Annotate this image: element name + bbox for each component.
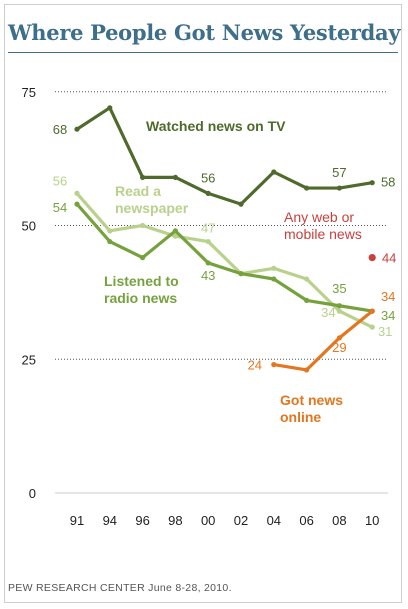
series-name-newspaper-line-1: Read a [115, 183, 161, 199]
data-point-online-0 [271, 362, 277, 368]
series-name-online-line-2: online [280, 409, 321, 425]
data-point-radio-0 [74, 201, 80, 207]
data-label-newspaper-00: 47 [201, 221, 215, 236]
data-point-online-2 [336, 335, 342, 341]
data-point-radio-7 [304, 297, 310, 303]
data-point-radio-6 [271, 276, 277, 282]
data-point-tv-8 [336, 185, 342, 191]
data-label-newspaper-08: 34 [321, 305, 335, 320]
data-label-radio-00: 43 [201, 268, 215, 283]
series-name-radio-line-2: radio news [104, 290, 177, 306]
source-note: PEW RESEARCH CENTER June 8-28, 2010. [8, 582, 232, 594]
data-label-newspaper-10: 31 [378, 324, 392, 339]
x-tick-label-10: 10 [365, 513, 379, 528]
data-label-radio-10: 34 [381, 308, 395, 323]
data-point-newspaper-8 [336, 308, 342, 314]
series-name-online-line-1: Got news [280, 392, 343, 408]
chart-frame [4, 4, 402, 603]
series-name-radio-line-1: Listened to [104, 273, 179, 289]
data-label-online-10: 34 [381, 289, 395, 304]
data-point-radio-2 [140, 255, 146, 261]
x-tick-label-98: 98 [168, 513, 182, 528]
x-tick-label-96: 96 [135, 513, 149, 528]
series-name-tv-line-1: Watched news on TV [146, 118, 286, 134]
data-label-tv-08: 57 [332, 165, 346, 180]
data-point-newspaper-6 [271, 265, 277, 271]
data-point-newspaper-1 [107, 228, 113, 234]
y-tick-label-25: 25 [22, 352, 36, 367]
data-point-tv-6 [271, 169, 277, 175]
chart-title: Where People Got News Yesterday [8, 20, 401, 45]
y-tick-label-0: 0 [29, 486, 36, 501]
data-point-tv-2 [140, 174, 146, 180]
data-point-newspaper-9 [369, 324, 375, 330]
x-tick-label-94: 94 [103, 513, 117, 528]
data-point-newspaper-7 [304, 276, 310, 282]
data-point-online-3 [369, 308, 375, 314]
x-tick-label-08: 08 [332, 513, 346, 528]
series-line-newspaper [75, 191, 374, 329]
data-point-newspaper-4 [205, 238, 211, 245]
series-line-radio [75, 202, 374, 313]
data-label-newspaper-91: 56 [53, 173, 67, 188]
data-label-tv-91: 68 [53, 122, 67, 137]
data-label-tv-10: 58 [381, 175, 395, 190]
series-name-web-line-1: Any web or [284, 209, 354, 225]
data-point-online-1 [304, 367, 310, 373]
y-tick-label-50: 50 [22, 219, 36, 234]
data-label-online-08: 29 [332, 340, 346, 355]
series-name-newspaper-line-2: newspaper [115, 200, 189, 216]
series-line-tv [75, 106, 374, 206]
data-point-tv-1 [107, 105, 113, 111]
data-point-newspaper-3 [172, 233, 178, 239]
data-label-radio-08: 35 [332, 281, 346, 296]
data-point-radio-1 [107, 238, 113, 245]
data-point-tv-5 [238, 201, 244, 207]
data-point-radio-3 [172, 228, 178, 234]
data-point-radio-4 [205, 260, 211, 266]
data-label-online-04: 24 [248, 358, 262, 373]
series-line-online [272, 309, 374, 372]
data-point-radio-8 [336, 303, 342, 309]
x-tick-label-04: 04 [267, 513, 281, 528]
data-point-tv-7 [304, 185, 310, 191]
data-point-tv-9 [369, 180, 375, 186]
x-tick-label-06: 06 [299, 513, 313, 528]
data-point-tv-4 [205, 190, 211, 196]
data-point-newspaper-2 [140, 222, 146, 229]
data-point-tv-3 [172, 174, 178, 180]
x-tick-label-91: 91 [70, 513, 84, 528]
data-point-web-0 [368, 254, 376, 262]
x-tick-label-02: 02 [234, 513, 248, 528]
x-tick-label-00: 00 [201, 513, 215, 528]
data-label-tv-00: 56 [201, 170, 215, 185]
data-point-newspaper-0 [74, 190, 80, 196]
data-label-web-10: 44 [382, 251, 396, 266]
series-name-web-line-2: mobile news [284, 226, 362, 242]
title-divider [8, 52, 398, 53]
data-point-tv-0 [74, 126, 80, 132]
y-tick-label-75: 75 [22, 85, 36, 100]
data-point-radio-5 [238, 271, 244, 277]
data-label-radio-91: 54 [53, 200, 67, 215]
